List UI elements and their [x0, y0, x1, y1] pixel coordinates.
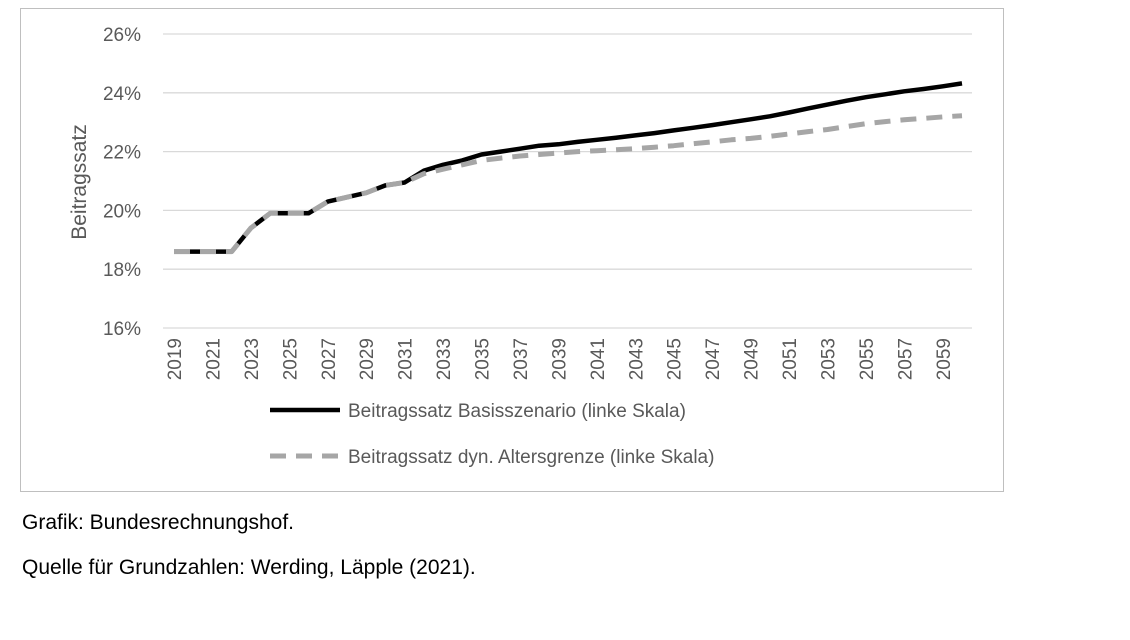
y-tick-label: 18% — [103, 260, 141, 281]
legend: Beitragssatz Basisszenario (linke Skala)… — [270, 401, 714, 468]
x-tick-label: 2033 — [434, 338, 455, 380]
x-tick-label: 2021 — [203, 338, 224, 380]
y-tick-label: 22% — [103, 143, 141, 164]
x-tick-label: 2025 — [280, 338, 301, 380]
series-line-basisszenario — [174, 81, 963, 254]
x-tick-label: 2059 — [934, 338, 955, 380]
x-tick-label: 2031 — [396, 338, 417, 380]
x-tick-label: 2037 — [511, 338, 532, 380]
x-tick-label: 2019 — [165, 338, 186, 380]
gridlines — [163, 33, 972, 329]
x-tick-label: 2051 — [780, 338, 801, 380]
x-tick-label: 2035 — [473, 338, 494, 380]
caption-data-source: Quelle für Grundzahlen: Werding, Läpple … — [22, 556, 476, 579]
y-axis-ticks: 16% 18% 20% 22% 24% 26% — [103, 25, 141, 340]
y-tick-label: 16% — [103, 319, 141, 340]
x-tick-label: 2057 — [895, 338, 916, 380]
y-tick-label: 26% — [103, 25, 141, 46]
legend-label: Beitragssatz dyn. Altersgrenze (linke Sk… — [348, 447, 714, 468]
x-tick-label: 2027 — [319, 338, 340, 380]
y-axis-title: Beitragssatz — [68, 124, 91, 240]
x-tick-label: 2053 — [818, 338, 839, 380]
x-tick-label: 2049 — [742, 338, 763, 380]
x-tick-label: 2029 — [357, 338, 378, 380]
x-tick-label: 2023 — [242, 338, 263, 380]
x-tick-label: 2043 — [626, 338, 647, 380]
caption-graphic-source: Grafik: Bundesrechnungshof. — [22, 511, 294, 534]
x-tick-label: 2045 — [665, 338, 686, 380]
x-tick-label: 2055 — [857, 338, 878, 380]
x-axis-ticks: 2019 2021 2023 2025 2027 2029 2031 2033 2035 2037… — [165, 338, 955, 380]
y-tick-label: 20% — [103, 201, 141, 222]
y-tick-label: 24% — [103, 84, 141, 105]
x-tick-label: 2047 — [703, 338, 724, 380]
series-line-dyn-altersgrenze — [174, 113, 963, 255]
series-lines — [174, 81, 963, 255]
x-tick-label: 2039 — [549, 338, 570, 380]
legend-label: Beitragssatz Basisszenario (linke Skala) — [348, 401, 686, 422]
x-tick-label: 2041 — [588, 338, 609, 380]
